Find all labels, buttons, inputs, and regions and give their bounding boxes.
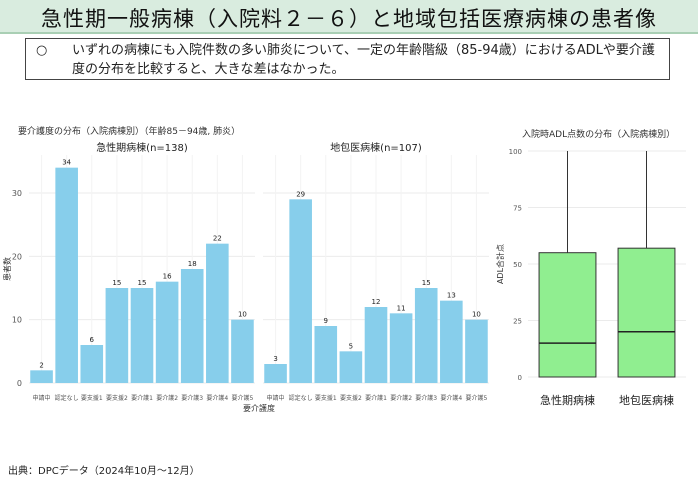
bar-value-label: 10 — [472, 311, 481, 319]
facet-title: 急性期病棟(n=138) — [96, 141, 188, 154]
bar — [30, 370, 53, 383]
y-tick-label: 25 — [513, 318, 522, 326]
summary-text: いずれの病棟にも入院件数の多い肺炎について、一定の年齢階級（85-94歳）におけ… — [72, 43, 655, 77]
box — [617, 247, 676, 378]
bar — [414, 288, 438, 383]
bar-value-label: 12 — [372, 298, 381, 306]
bar — [105, 288, 129, 383]
bar — [180, 269, 204, 383]
bar — [264, 364, 287, 383]
bar-value-label: 18 — [188, 260, 197, 268]
bar-value-label: 10 — [238, 311, 247, 319]
x-tick-label: 申請中 — [33, 394, 51, 402]
bar — [465, 319, 488, 383]
bar — [206, 243, 229, 383]
box — [538, 252, 597, 378]
bar-value-label: 22 — [213, 235, 222, 243]
x-tick-label: 要支援2 — [106, 394, 128, 402]
x-tick-label: 要支援1 — [315, 394, 337, 402]
y-tick-label: 0 — [17, 379, 22, 388]
x-tick-label: 要介護3 — [181, 394, 203, 402]
bar — [364, 307, 388, 383]
x-tick-label: 要介護4 — [440, 394, 462, 402]
bar-value-label: 15 — [422, 279, 431, 287]
bar — [289, 199, 312, 383]
bar-value-label: 29 — [296, 190, 305, 198]
x-tick-label: 要介護3 — [415, 394, 437, 402]
y-tick-label: 75 — [513, 205, 522, 213]
x-tick-label: 要介護4 — [206, 394, 228, 402]
y-tick-label: 100 — [509, 148, 522, 156]
bar-chart-title: 要介護度の分布（入院病棟別）（年齢85－94歳, 肺炎） — [18, 127, 241, 137]
source-note: 出典：DPCデータ（2024年10月～12月） — [8, 466, 200, 477]
y-tick-label: 10 — [12, 316, 22, 325]
bar — [231, 319, 254, 383]
facet-title: 地包医病棟(n=107) — [330, 141, 422, 154]
y-tick-label: 30 — [12, 189, 22, 198]
bar — [440, 300, 463, 383]
x-tick-label: 要介護2 — [156, 394, 178, 402]
bar — [339, 351, 363, 383]
bar-value-label: 34 — [62, 159, 71, 167]
bar — [55, 167, 78, 383]
bar — [389, 313, 413, 383]
x-axis-label: 要介護度 — [243, 403, 275, 413]
x-tick-label: 要支援2 — [340, 394, 362, 402]
box-chart-title: 入院時ADL点数の分布（入院病棟別） — [522, 130, 676, 140]
bullet-marker: ○ — [36, 43, 48, 58]
slide-title: 急性期一般病棟（入院料２－６）と地域包括医療病棟の患者像 — [41, 7, 657, 31]
bar-value-label: 6 — [90, 336, 95, 344]
bar-value-label: 16 — [163, 273, 172, 281]
x-tick-label: 急性期病棟 — [540, 393, 595, 407]
bar-value-label: 5 — [349, 342, 353, 350]
summary-note: ○ いずれの病棟にも入院件数の多い肺炎について、一定の年齢階級（85-94歳）に… — [25, 38, 670, 80]
x-tick-label: 認定なし — [55, 394, 79, 402]
bar — [155, 281, 179, 383]
x-tick-label: 要介護5 — [232, 394, 254, 402]
bar-value-label: 3 — [273, 355, 277, 363]
x-tick-label: 要支援1 — [81, 394, 103, 402]
y-axis-label: 患者数 — [2, 257, 12, 281]
y-tick-label: 0 — [518, 374, 522, 382]
y-tick-label: 20 — [12, 252, 22, 261]
bar-value-label: 15 — [112, 279, 121, 287]
bar — [314, 326, 338, 383]
bar-value-label: 2 — [39, 361, 43, 369]
x-tick-label: 要介護1 — [131, 394, 153, 402]
x-tick-label: 認定なし — [289, 394, 313, 402]
slide-header: 急性期一般病棟（入院料２－６）と地域包括医療病棟の患者像 — [0, 0, 698, 34]
bar — [130, 288, 154, 383]
x-tick-label: 要介護2 — [390, 394, 412, 402]
bar-value-label: 15 — [138, 279, 147, 287]
x-tick-label: 要介護5 — [466, 394, 488, 402]
y-tick-label: 50 — [513, 261, 522, 269]
x-tick-label: 要介護1 — [365, 394, 387, 402]
bar-value-label: 11 — [397, 304, 406, 312]
bar-value-label: 13 — [447, 292, 456, 300]
y-axis-label: ADL合計点 — [495, 244, 505, 284]
bar-value-label: 9 — [324, 317, 328, 325]
x-tick-label: 地包医病棟 — [619, 393, 674, 407]
bar — [80, 345, 104, 383]
x-tick-label: 申請中 — [267, 394, 285, 402]
